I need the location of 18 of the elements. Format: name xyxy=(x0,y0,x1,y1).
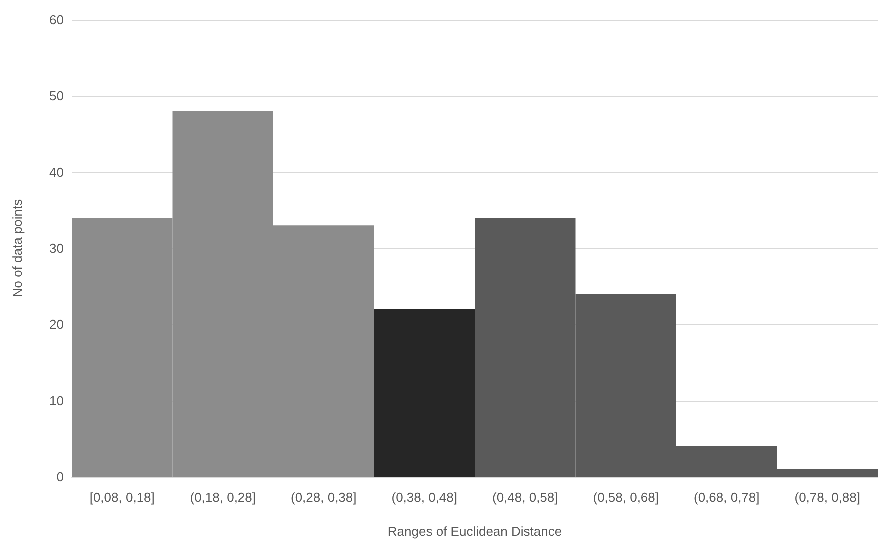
x-tick-label: [0,08, 0,18] xyxy=(90,490,155,505)
y-tick-label: 30 xyxy=(50,241,64,256)
x-tick-label: (0,58, 0,68] xyxy=(593,490,660,505)
x-tick-label: (0,38, 0,48] xyxy=(392,490,458,505)
y-tick-label: 0 xyxy=(56,470,64,484)
x-tick-label: (0,18, 0,28] xyxy=(190,490,256,505)
y-axis-title: No of data points xyxy=(10,198,25,298)
x-tick-label: (0,28, 0,38] xyxy=(290,490,357,505)
y-tick-label: 20 xyxy=(50,317,64,332)
x-axis-title: Ranges of Euclidean Distance xyxy=(388,524,562,539)
bar xyxy=(374,309,475,477)
y-tick-label: 40 xyxy=(50,164,64,180)
y-tick-label: 50 xyxy=(50,88,64,104)
x-tick-label: (0,48, 0,58] xyxy=(492,490,558,505)
y-tick-label: 60 xyxy=(50,12,64,28)
y-tick-label: 10 xyxy=(50,393,64,408)
x-tick-label: (0,78, 0,88] xyxy=(794,490,861,505)
x-tick-label: (0,68, 0,78] xyxy=(694,490,760,505)
